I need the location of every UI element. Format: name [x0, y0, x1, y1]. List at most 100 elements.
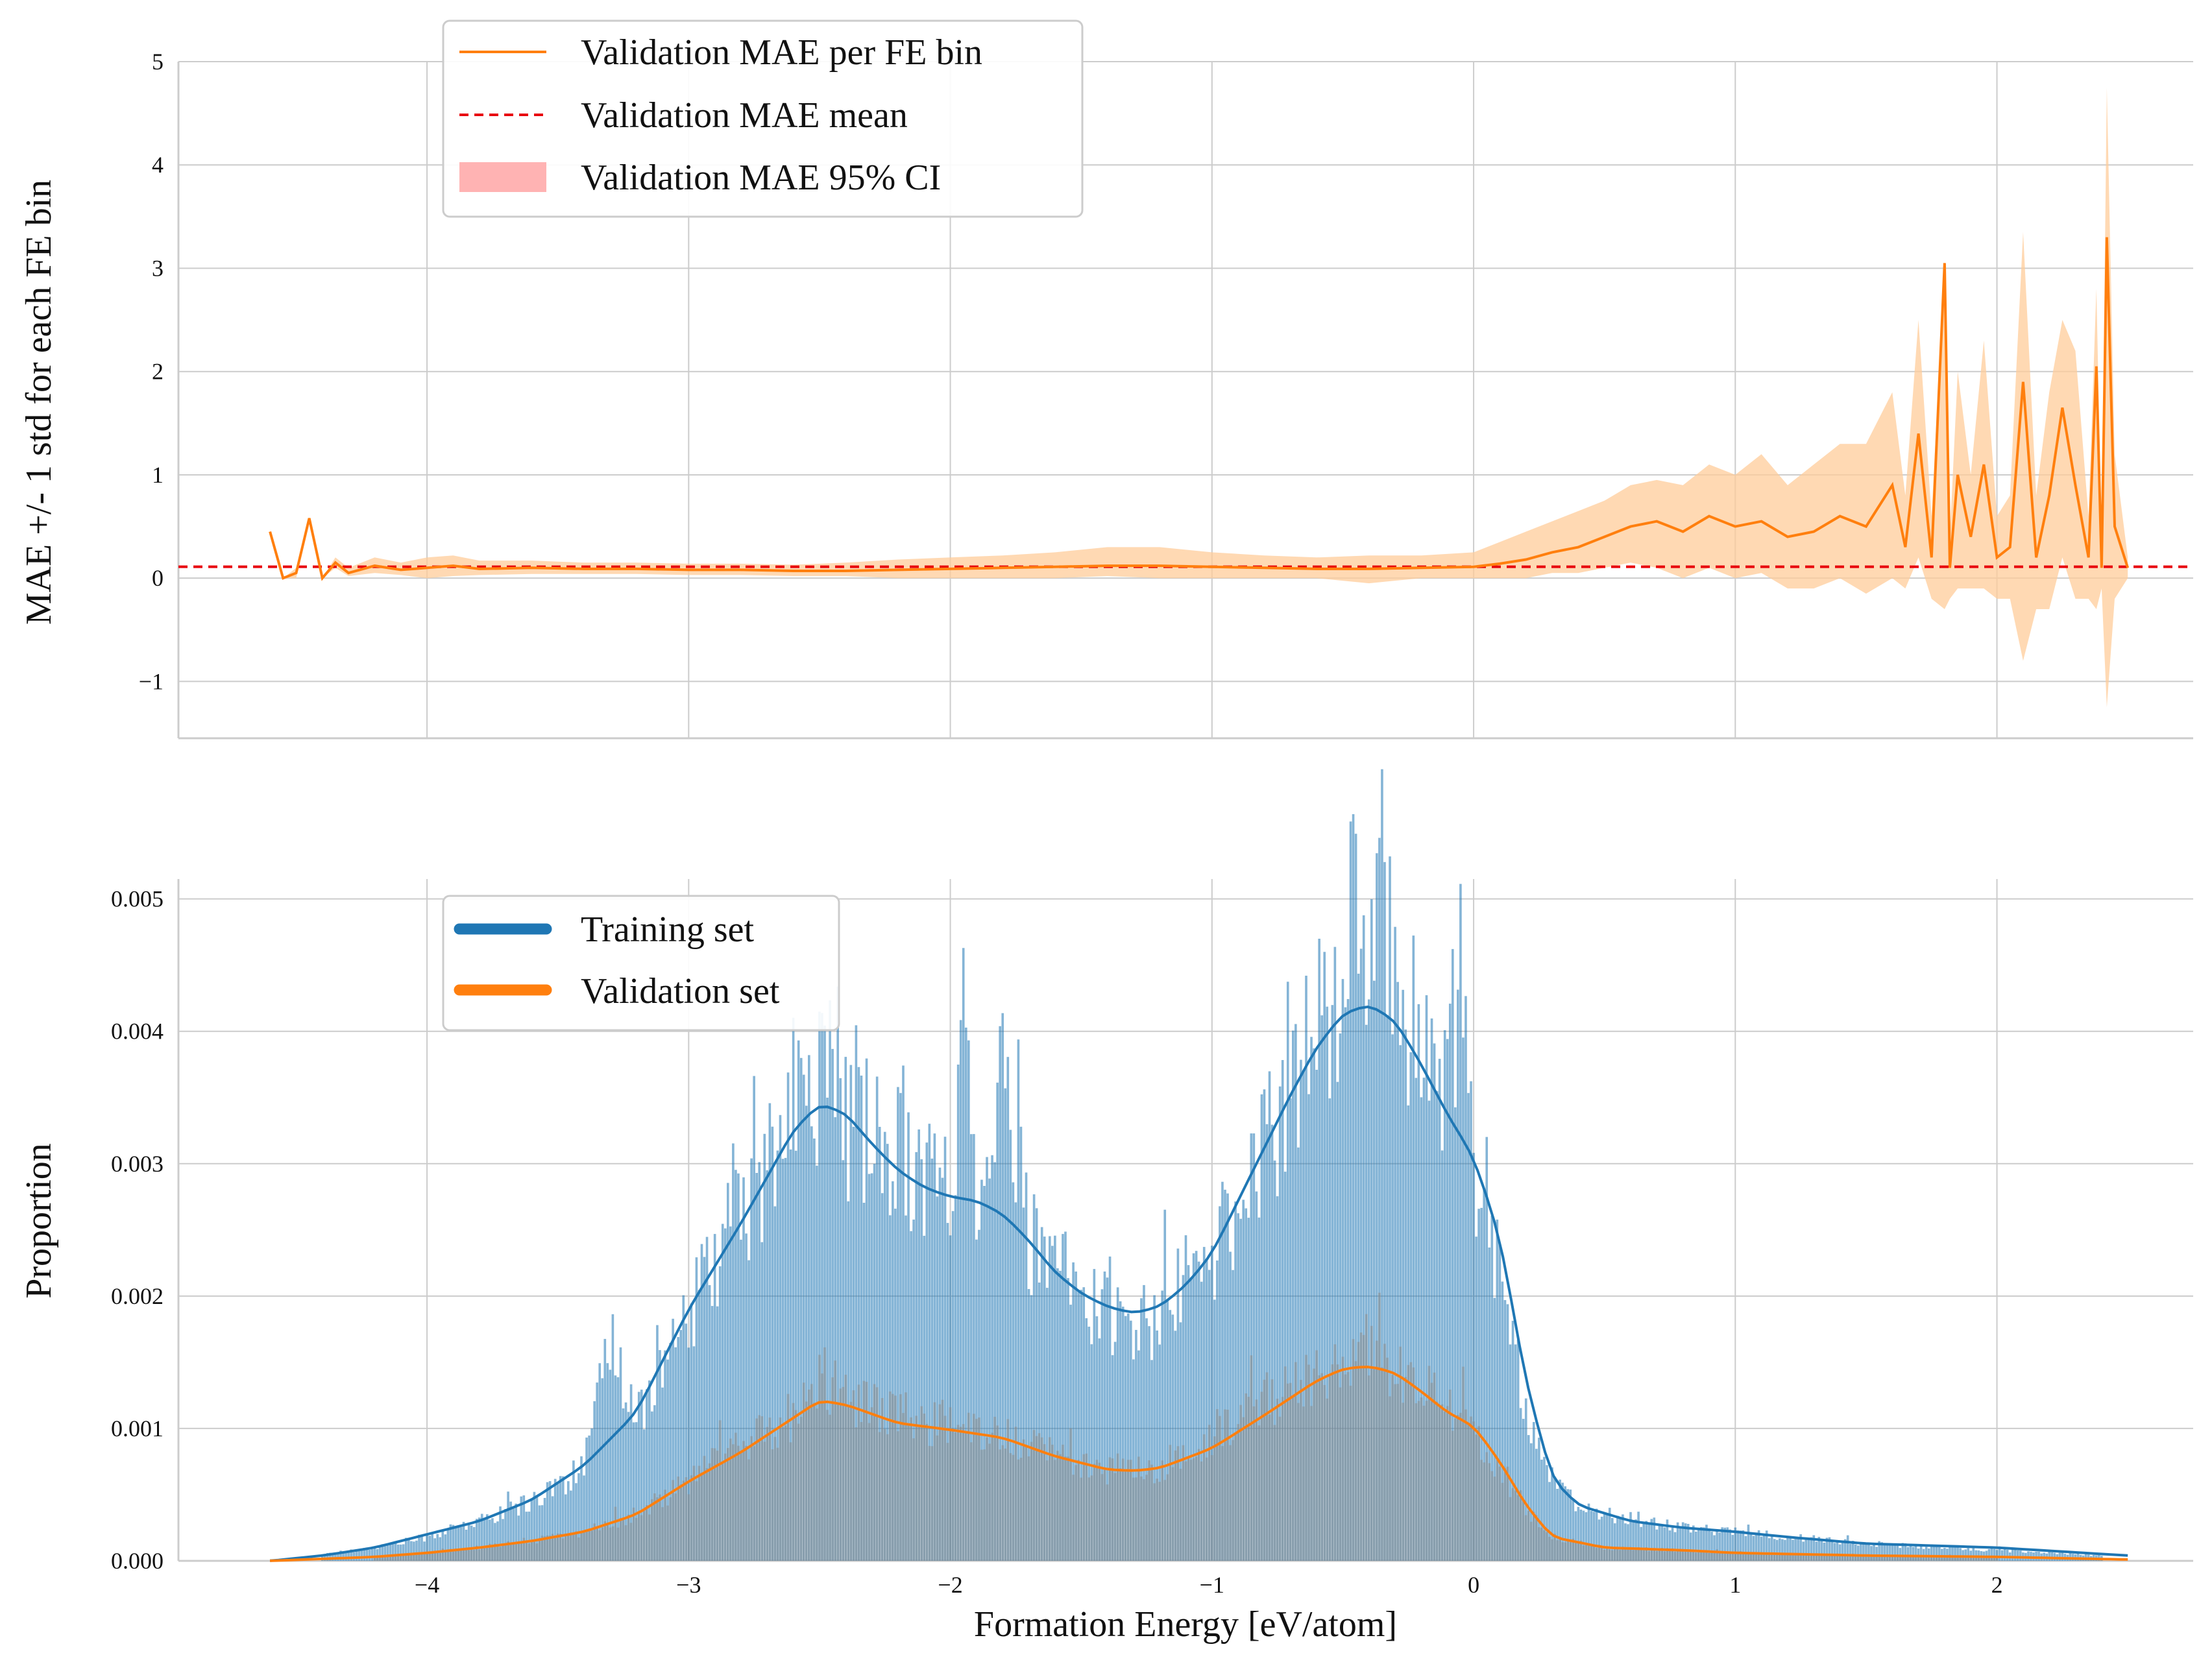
training-histogram-bar	[1878, 1541, 1880, 1561]
validation-histogram-bar	[1867, 1555, 1870, 1561]
training-histogram-bar	[1765, 1530, 1768, 1561]
training-histogram-bar	[1645, 1521, 1648, 1561]
training-histogram-bar	[915, 1152, 918, 1561]
validation-histogram-bar	[596, 1526, 599, 1561]
validation-histogram-bar	[1511, 1488, 1514, 1561]
validation-histogram-bar	[881, 1398, 884, 1561]
validation-histogram-bar	[786, 1393, 790, 1561]
training-histogram-bar	[339, 1550, 342, 1561]
training-histogram-bar	[677, 1337, 680, 1561]
training-histogram-bar	[1951, 1547, 1954, 1561]
training-histogram-bar	[1817, 1537, 1821, 1561]
training-histogram-bar	[1200, 1281, 1203, 1561]
training-histogram-bar	[1919, 1545, 1923, 1561]
training-histogram-bar	[1815, 1541, 1818, 1561]
validation-histogram-bar	[1443, 1412, 1446, 1561]
training-histogram-bar	[396, 1544, 400, 1561]
training-histogram-bar	[1551, 1467, 1553, 1561]
validation-histogram-bar	[1815, 1554, 1818, 1561]
training-histogram-bar	[1569, 1489, 1572, 1561]
validation-histogram-bar	[799, 1417, 803, 1561]
training-histogram-bar	[1300, 1059, 1302, 1561]
validation-histogram-bar	[1318, 1375, 1320, 1561]
training-histogram-bar	[1726, 1527, 1729, 1561]
validation-histogram-bar	[1067, 1456, 1069, 1561]
validation-histogram-bar	[1040, 1437, 1043, 1561]
training-histogram-bar	[1930, 1544, 1933, 1561]
training-histogram-bar	[1286, 982, 1289, 1561]
training-histogram-bar	[1990, 1548, 1993, 1561]
validation-histogram-bar	[1148, 1460, 1150, 1561]
training-histogram-bar	[1993, 1549, 1996, 1561]
training-histogram-bar	[742, 1177, 745, 1561]
validation-histogram-bar	[1919, 1556, 1923, 1561]
training-histogram-bar	[504, 1509, 507, 1561]
validation-histogram-bar	[1779, 1555, 1781, 1561]
validation-histogram-bar	[970, 1442, 973, 1561]
training-histogram-bar	[1386, 1015, 1389, 1561]
validation-histogram-bar	[1143, 1479, 1145, 1561]
validation-histogram-bar	[938, 1404, 942, 1561]
validation-histogram-bar	[1054, 1460, 1056, 1561]
validation-histogram-bar	[528, 1543, 531, 1561]
training-histogram-bar	[1171, 1314, 1174, 1561]
validation-histogram-bar	[868, 1423, 871, 1561]
training-histogram-bar	[1660, 1524, 1664, 1561]
validation-histogram-bar	[1022, 1439, 1025, 1561]
validation-histogram-bar	[1987, 1557, 1991, 1561]
validation-histogram-bar	[637, 1511, 640, 1561]
validation-histogram-bar	[784, 1425, 787, 1561]
training-histogram-bar	[1522, 1419, 1525, 1561]
training-histogram-bar	[910, 1231, 912, 1561]
validation-histogram-bar	[1389, 1396, 1391, 1561]
validation-histogram-bar	[1807, 1553, 1810, 1561]
training-histogram-bar	[1501, 1281, 1504, 1561]
validation-histogram-bar	[465, 1549, 468, 1561]
validation-histogram-bar	[1762, 1552, 1766, 1561]
training-histogram-bar	[575, 1483, 577, 1561]
training-histogram-bar	[1870, 1546, 1873, 1561]
validation-histogram-bar	[1289, 1382, 1292, 1561]
training-histogram-bar	[462, 1521, 465, 1561]
validation-histogram-bar	[1420, 1397, 1423, 1561]
training-histogram-bar	[1004, 1088, 1007, 1561]
training-histogram-bar	[1430, 1018, 1433, 1561]
validation-histogram-bar	[1265, 1372, 1269, 1561]
training-histogram-bar	[773, 1206, 777, 1561]
training-histogram-bar	[1064, 1231, 1067, 1561]
validation-histogram-bar	[1878, 1555, 1880, 1561]
validation-histogram-bar	[502, 1545, 504, 1561]
training-histogram-bar	[1346, 999, 1350, 1561]
training-histogram-bar	[973, 1134, 975, 1561]
validation-histogram-bar	[1305, 1355, 1307, 1561]
validation-histogram-bar	[1276, 1399, 1279, 1561]
training-histogram-bar	[844, 1057, 847, 1561]
training-histogram-bar	[580, 1456, 583, 1561]
validation-histogram-bar	[1124, 1471, 1127, 1561]
training-histogram-bar	[1014, 1202, 1017, 1561]
training-histogram-bar	[1742, 1530, 1745, 1561]
validation-histogram-bar	[1346, 1372, 1350, 1561]
validation-histogram-bar	[441, 1549, 444, 1561]
validation-histogram-bar	[1428, 1366, 1431, 1561]
training-histogram-bar	[1059, 1270, 1062, 1561]
training-histogram-bar	[1265, 1124, 1269, 1561]
validation-histogram-bar	[925, 1424, 929, 1561]
validation-histogram-bar	[1045, 1460, 1049, 1561]
training-histogram-bar	[2000, 1550, 2004, 1561]
training-histogram-bar	[1383, 862, 1386, 1561]
validation-histogram-bar	[1302, 1406, 1305, 1561]
validation-histogram-bar	[1906, 1556, 1910, 1561]
validation-histogram-bar	[999, 1449, 1002, 1561]
training-histogram-bar	[1043, 1236, 1046, 1561]
validation-histogram-bar	[1658, 1548, 1661, 1561]
training-histogram-bar	[596, 1382, 599, 1561]
validation-histogram-bar	[1914, 1556, 1917, 1561]
validation-histogram-bar	[962, 1424, 965, 1561]
training-histogram-bar	[1587, 1503, 1590, 1561]
validation-histogram-bar	[1744, 1552, 1747, 1561]
validation-histogram-bar	[1498, 1466, 1501, 1561]
validation-histogram-bar	[1336, 1364, 1339, 1561]
training-histogram-bar	[350, 1549, 352, 1561]
validation-histogram-bar	[875, 1387, 879, 1561]
